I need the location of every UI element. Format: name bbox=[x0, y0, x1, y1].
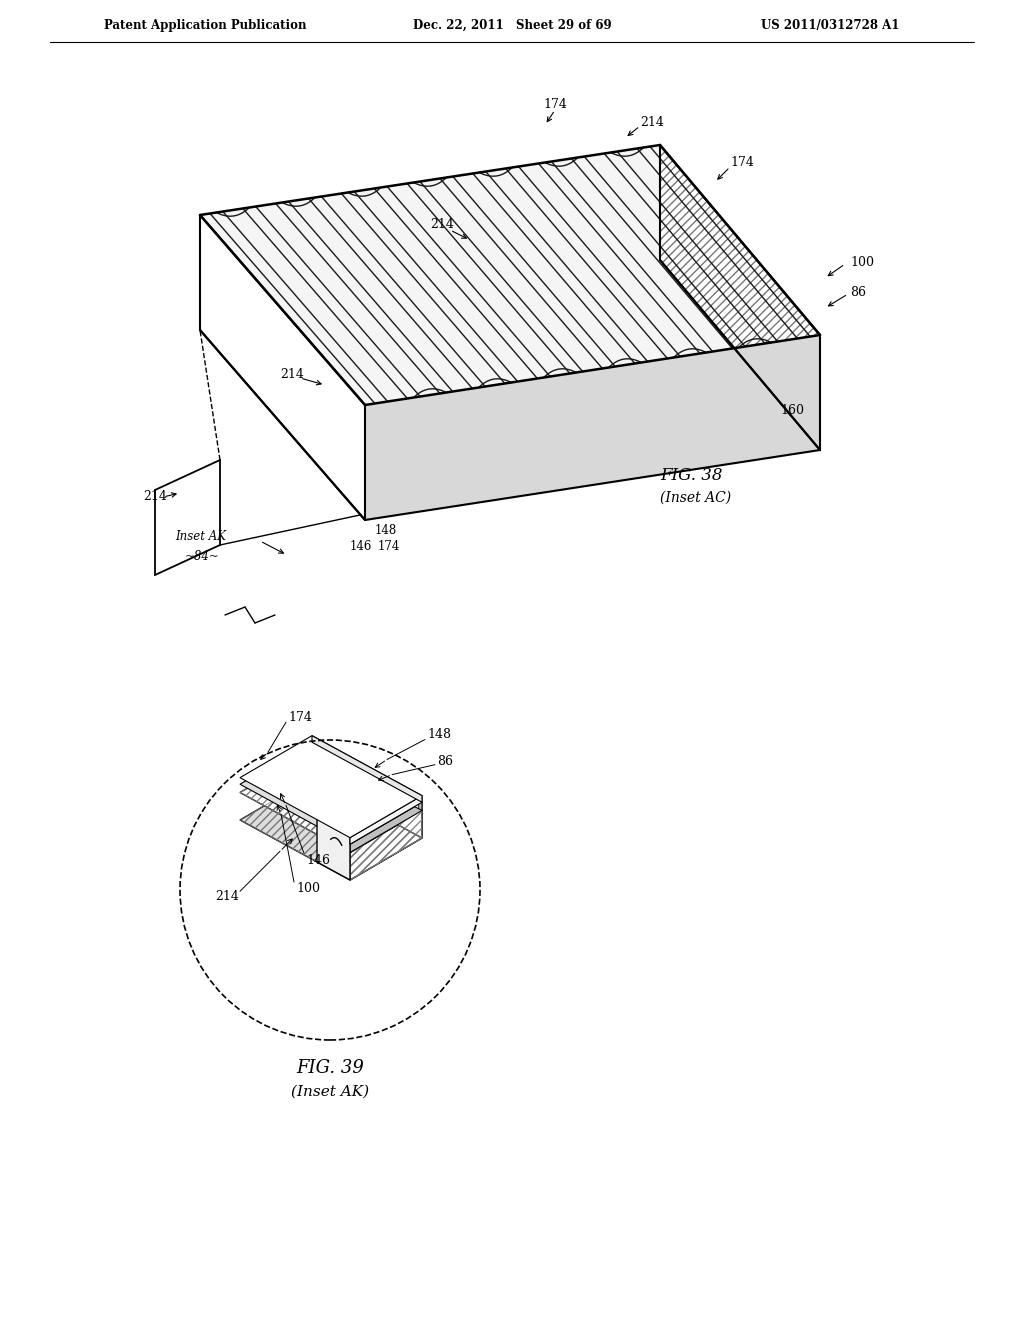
Text: 174: 174 bbox=[543, 99, 567, 111]
Text: 174: 174 bbox=[378, 540, 400, 553]
Text: (Inset AC): (Inset AC) bbox=[660, 491, 731, 506]
Text: 214: 214 bbox=[143, 491, 167, 503]
Polygon shape bbox=[392, 785, 396, 797]
Text: 214: 214 bbox=[430, 219, 454, 231]
Polygon shape bbox=[660, 145, 820, 450]
Text: 100: 100 bbox=[850, 256, 874, 268]
Text: 148: 148 bbox=[427, 729, 451, 741]
Polygon shape bbox=[312, 751, 422, 838]
Polygon shape bbox=[365, 335, 820, 520]
Text: US 2011/0312728 A1: US 2011/0312728 A1 bbox=[761, 18, 899, 32]
Text: FIG. 39: FIG. 39 bbox=[296, 1059, 364, 1077]
Polygon shape bbox=[200, 215, 365, 520]
Polygon shape bbox=[381, 780, 386, 791]
Text: ~84~: ~84~ bbox=[185, 550, 220, 564]
Polygon shape bbox=[200, 145, 820, 405]
Polygon shape bbox=[350, 803, 422, 853]
Text: (Inset AK): (Inset AK) bbox=[291, 1085, 369, 1100]
Text: 214: 214 bbox=[215, 890, 239, 903]
Polygon shape bbox=[312, 735, 422, 803]
Text: 160: 160 bbox=[780, 404, 804, 417]
Circle shape bbox=[180, 741, 480, 1040]
Text: 214: 214 bbox=[280, 368, 304, 381]
Polygon shape bbox=[240, 751, 422, 853]
Text: Dec. 22, 2011   Sheet 29 of 69: Dec. 22, 2011 Sheet 29 of 69 bbox=[413, 18, 611, 32]
Polygon shape bbox=[371, 774, 375, 784]
Polygon shape bbox=[240, 735, 422, 838]
Polygon shape bbox=[350, 810, 422, 880]
Text: 146: 146 bbox=[350, 540, 373, 553]
Text: 86: 86 bbox=[850, 285, 866, 298]
Text: Patent Application Publication: Patent Application Publication bbox=[103, 18, 306, 32]
Polygon shape bbox=[403, 792, 408, 803]
Polygon shape bbox=[415, 799, 419, 809]
Text: 174: 174 bbox=[730, 156, 754, 169]
Text: FIG. 38: FIG. 38 bbox=[660, 466, 723, 483]
Polygon shape bbox=[312, 742, 422, 810]
Polygon shape bbox=[240, 777, 422, 880]
Polygon shape bbox=[240, 742, 422, 845]
Text: 146: 146 bbox=[306, 854, 330, 867]
Text: Inset AK: Inset AK bbox=[175, 531, 226, 544]
Polygon shape bbox=[317, 807, 350, 880]
Text: 148: 148 bbox=[375, 524, 397, 536]
Text: 100: 100 bbox=[296, 883, 319, 895]
Text: 214: 214 bbox=[640, 116, 664, 128]
Text: 174: 174 bbox=[288, 710, 312, 723]
Text: 86: 86 bbox=[437, 755, 453, 768]
Polygon shape bbox=[350, 796, 422, 845]
